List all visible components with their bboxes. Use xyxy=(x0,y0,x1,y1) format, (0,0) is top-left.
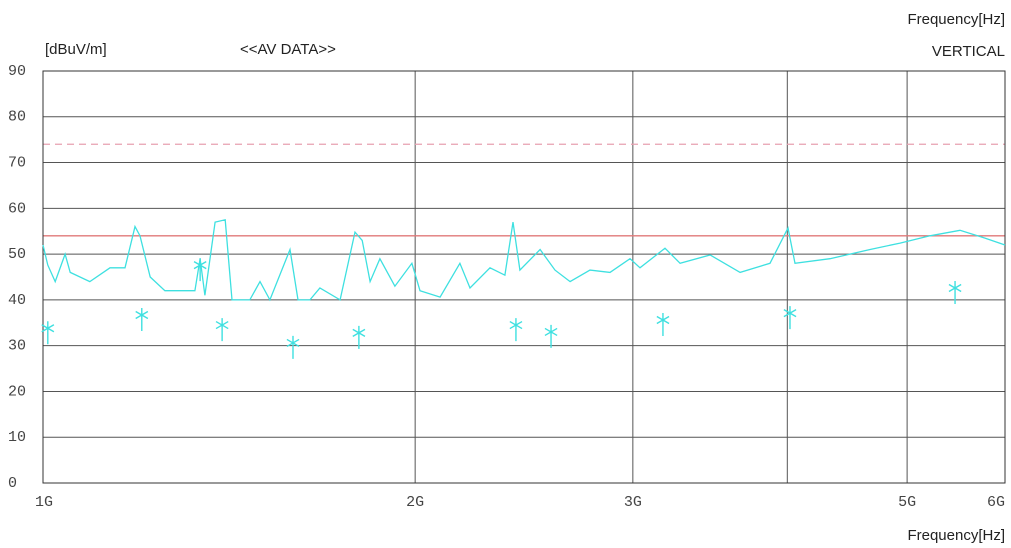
peak-marker xyxy=(509,318,523,342)
y-tick-label: 90 xyxy=(8,63,26,80)
x-tick-label: 3G xyxy=(624,494,642,511)
chart-title: <<AV DATA>> xyxy=(240,41,336,58)
peak-marker xyxy=(135,307,149,331)
plot-frame xyxy=(42,70,1006,484)
y-tick-label: 20 xyxy=(8,383,26,400)
peak-marker xyxy=(352,325,366,349)
peak-marker xyxy=(948,280,962,304)
peak-marker xyxy=(215,318,229,342)
peak-marker xyxy=(783,306,797,330)
y-tick-label: 10 xyxy=(8,429,26,446)
peak-marker xyxy=(656,313,670,337)
peak-marker xyxy=(286,335,300,359)
x-tick-label: 1G xyxy=(35,494,53,511)
x-tick-label: 2G xyxy=(406,494,424,511)
x-tick-label: 6G xyxy=(987,494,1005,511)
y-tick-label: 30 xyxy=(8,338,26,355)
legend-entry: VERTICAL xyxy=(932,43,1005,60)
x-tick-label: 5G xyxy=(898,494,916,511)
peak-marker xyxy=(544,324,558,348)
y-tick-label: 70 xyxy=(8,155,26,172)
x-axis-label: Frequency[Hz] xyxy=(907,527,1005,544)
peak-marker xyxy=(193,258,207,282)
y-tick-label: 0 xyxy=(8,475,17,492)
y-tick-label: 50 xyxy=(8,246,26,263)
peak-marker xyxy=(41,321,55,345)
y-tick-label: 80 xyxy=(8,109,26,126)
y-tick-label: 60 xyxy=(8,200,26,217)
y-tick-label: 40 xyxy=(8,292,26,309)
y-axis-label: [dBuV/m] xyxy=(45,41,107,58)
top-label: Frequency[Hz] xyxy=(907,11,1005,28)
trace xyxy=(42,219,1006,302)
